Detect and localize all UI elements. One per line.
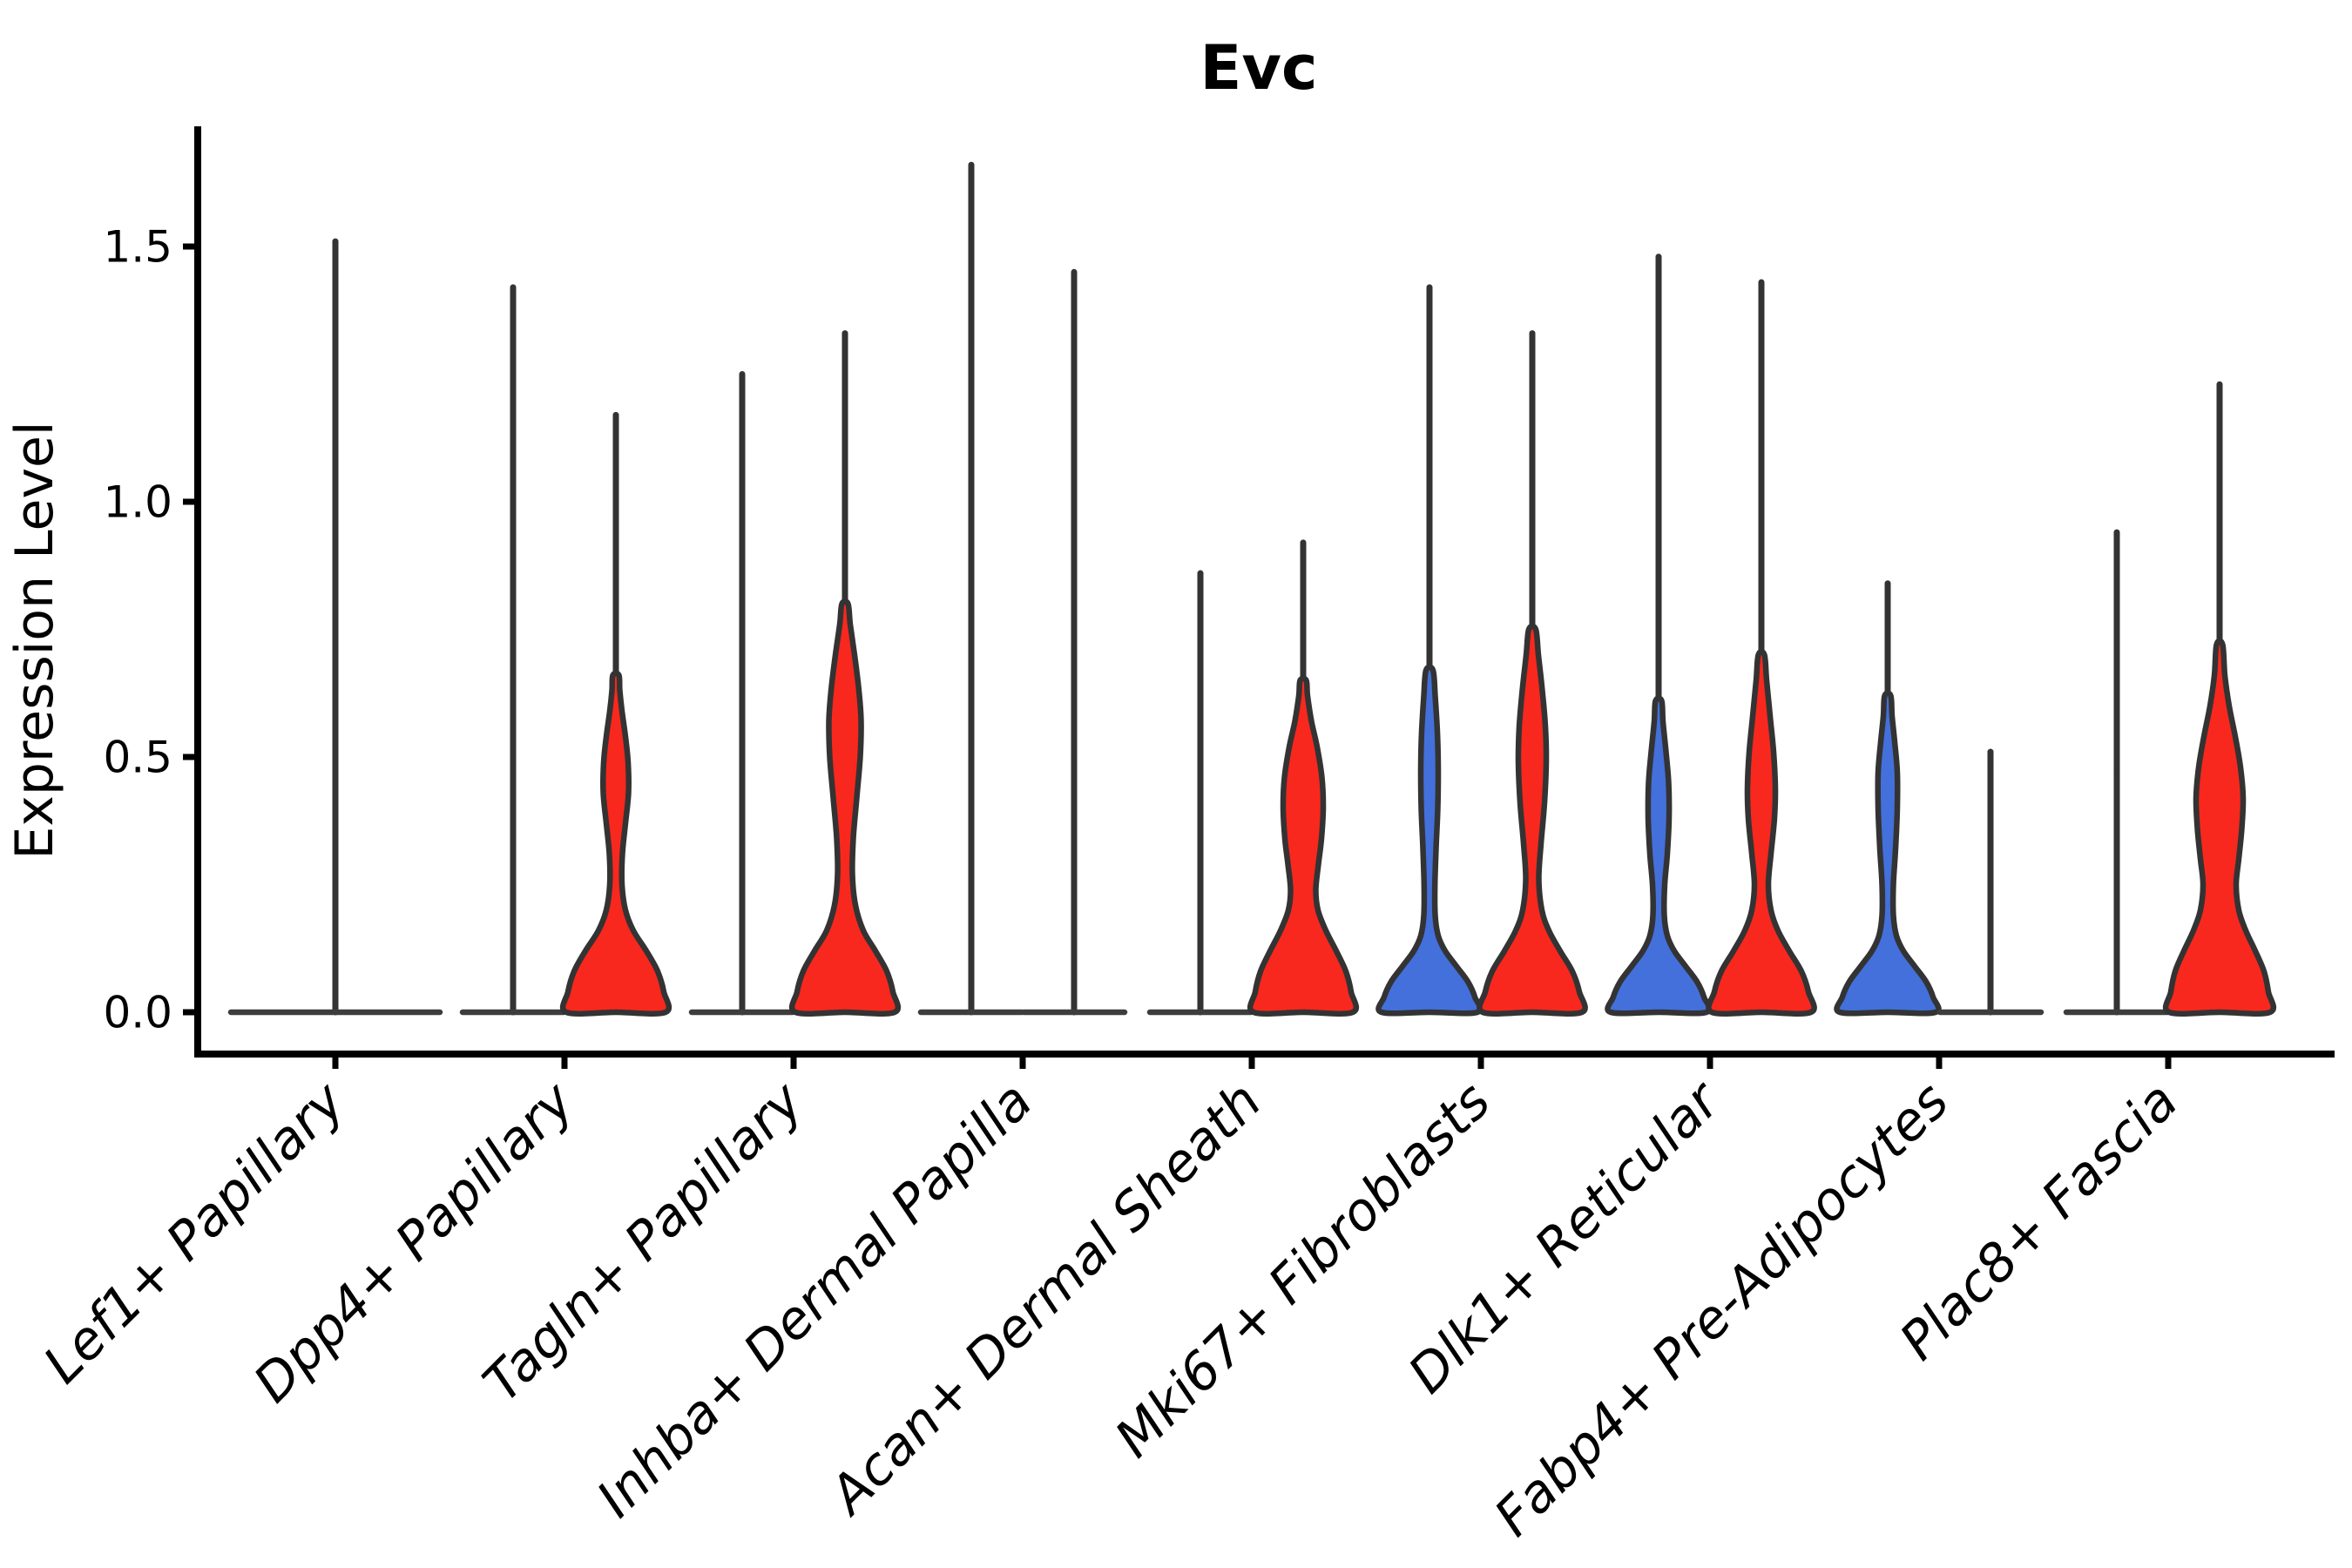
data-point (1987, 917, 1994, 923)
violin-body-blue (1375, 664, 1484, 1017)
data-point (2113, 784, 2120, 791)
data-point (2113, 886, 2120, 893)
data-point (1987, 764, 1994, 771)
x-tick-label: Acan+ Dermal Sheath (816, 1071, 1274, 1528)
data-point (1197, 580, 1204, 587)
data-point (1197, 631, 1204, 638)
data-point (1197, 810, 1204, 816)
y-tick-label: 1.0 (103, 477, 172, 528)
violin-body-blue (1605, 695, 1713, 1017)
violin-body-red (2162, 638, 2277, 1017)
data-point (2113, 800, 2120, 807)
data-point (1197, 846, 1204, 852)
violin-body-red (788, 598, 902, 1017)
data-point (1987, 759, 1994, 766)
data-point (1197, 794, 1204, 801)
violin-body-red (1477, 623, 1588, 1017)
data-point (1197, 774, 1204, 781)
chart-title: Evc (1200, 32, 1318, 104)
data-point (2113, 754, 2120, 760)
y-tick-label: 1.5 (103, 222, 172, 273)
x-tick-label: Fabp4+ Pre-Adipocytes (1483, 1071, 1960, 1548)
data-point (2113, 814, 2120, 821)
data-point (2113, 677, 2120, 684)
data-point (1197, 835, 1204, 842)
data-point (1987, 907, 1994, 914)
data-point (1197, 855, 1204, 862)
data-point (1197, 718, 1204, 725)
x-tick-label: Inhba+ Dermal Papilla (585, 1071, 1044, 1529)
data-point (2113, 739, 2120, 745)
y-axis-label: Expression Level (4, 421, 65, 859)
data-point (2113, 769, 2120, 775)
y-tick-label: 0.5 (103, 733, 172, 783)
data-point (1197, 784, 1204, 791)
data-point (2113, 850, 2120, 857)
violin-body-red (559, 670, 672, 1017)
violin-body-blue (1834, 690, 1942, 1017)
data-point (1197, 600, 1204, 607)
violin-body-red (1247, 675, 1360, 1017)
data-point (2113, 707, 2120, 714)
y-tick-label: 0.0 (103, 988, 172, 1038)
data-point (1987, 830, 1994, 837)
data-point (2113, 866, 2120, 873)
data-point (1987, 748, 1994, 755)
data-point (2113, 830, 2120, 837)
data-point (2113, 723, 2120, 730)
data-point (1197, 733, 1204, 740)
data-point (1987, 835, 1994, 842)
data-point (1197, 682, 1204, 689)
data-point (1197, 820, 1204, 827)
x-tick-label: Mki67+ Fibroblasts (1104, 1071, 1503, 1470)
data-point (1197, 759, 1204, 766)
violin-body-red (1706, 648, 1817, 1017)
